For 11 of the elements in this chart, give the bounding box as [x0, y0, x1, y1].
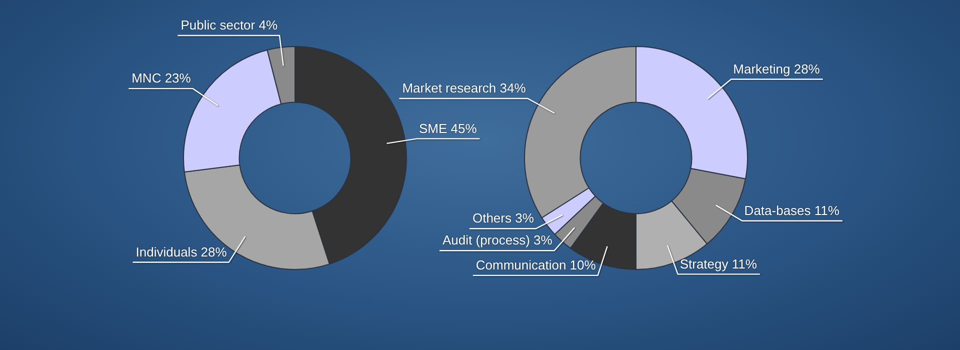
slice-label: Communication 10%: [476, 258, 596, 273]
slice-label: Others 3%: [472, 210, 534, 226]
slice-label: SME 45%: [418, 120, 478, 136]
slice-label: Data-bases 11%: [744, 202, 840, 218]
slice-label: Individuals 28%: [136, 244, 228, 260]
slice-label: MNC 23%: [132, 70, 192, 86]
slice-label: Strategy 11%: [680, 256, 758, 272]
slice-label: Market research 34%: [402, 80, 526, 96]
slice-label: Public sector 4%: [180, 18, 278, 33]
slice-label: Marketing 28%: [733, 61, 820, 76]
slice-label: Audit (process) 3%: [442, 232, 553, 248]
